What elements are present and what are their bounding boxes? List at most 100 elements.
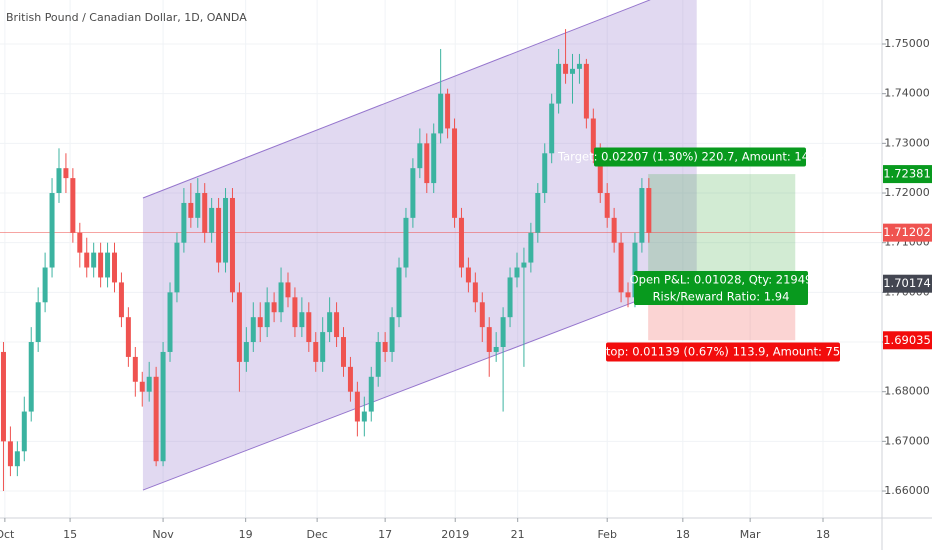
target-label: Target: 0.02207 (1.30%) 220.7, Amount: 1… <box>557 150 842 164</box>
candle-body <box>35 302 41 343</box>
candle-body <box>146 376 152 392</box>
candle-body <box>632 242 638 298</box>
candle-body <box>646 188 652 233</box>
target-zone <box>648 174 796 284</box>
channel-line <box>142 295 651 491</box>
candle-body <box>341 337 346 367</box>
candle-body <box>604 193 610 218</box>
y-tick-label: 1.67000 <box>884 434 930 447</box>
candle-body <box>590 118 596 154</box>
candle-body <box>223 197 229 263</box>
candle-body <box>368 376 374 412</box>
y-tick-label: 1.74000 <box>884 87 930 100</box>
last-price-label: 1.71202 <box>883 225 931 239</box>
candle-body <box>424 143 430 184</box>
candle-body <box>625 292 631 298</box>
candle-body <box>28 342 34 412</box>
candle-body <box>313 342 319 362</box>
candle-body <box>77 232 83 253</box>
candle-body <box>202 193 208 233</box>
x-tick-label: 15 <box>63 528 77 541</box>
entry-price-label-box <box>883 274 932 293</box>
x-tick-label: Feb <box>597 528 616 541</box>
y-tick-label: 1.72000 <box>884 186 930 199</box>
candle-body <box>576 63 582 69</box>
candle-body <box>63 168 69 179</box>
candle-body <box>500 317 506 347</box>
candle-body <box>49 193 55 268</box>
pnl-label: Open P&L: 0.01028, Qty: 21949 <box>630 273 813 287</box>
candle-body <box>396 267 402 318</box>
candle-body <box>167 292 173 352</box>
x-tick-label: Oct <box>0 528 15 541</box>
candle-body <box>521 262 527 268</box>
candle-body <box>306 312 312 343</box>
candle-body <box>132 356 138 382</box>
candle-body <box>431 133 437 184</box>
x-tick-label: 21 <box>511 528 525 541</box>
candle-body <box>70 178 76 233</box>
y-tick-label: 1.68000 <box>884 385 930 398</box>
candle-body <box>611 217 617 243</box>
candle-body <box>98 252 104 278</box>
candle-body <box>458 217 464 268</box>
candle-body <box>528 232 534 263</box>
channel-fill <box>142 0 697 491</box>
candle-body <box>271 302 277 313</box>
candle-body <box>556 63 562 104</box>
candle-body <box>243 342 249 362</box>
candle-body <box>354 391 360 422</box>
y-tick-label: 1.66000 <box>884 484 930 497</box>
candle-body <box>292 297 298 328</box>
candle-body <box>139 381 145 392</box>
candle-body <box>56 168 62 194</box>
candle-body <box>112 252 117 283</box>
candle-body <box>181 202 187 243</box>
x-tick-label: 19 <box>239 528 253 541</box>
candle-body <box>257 317 263 328</box>
last-price-label-box <box>883 223 932 242</box>
candle-body <box>125 317 131 357</box>
stop-price-label: 1.69035 <box>883 333 931 347</box>
candle-body <box>174 242 180 293</box>
candle-body <box>285 282 291 298</box>
candle-body <box>452 128 458 218</box>
candle-body <box>236 292 242 362</box>
stop-price-label-box <box>883 331 932 350</box>
candle-body <box>299 312 305 328</box>
candle-body <box>639 188 645 243</box>
stop-label: Stop: 0.01139 (0.67%) 113.9, Amount: 750 <box>599 345 848 359</box>
x-axis <box>0 518 882 550</box>
candle-body <box>334 312 340 338</box>
candle-body <box>465 267 471 283</box>
candle-body <box>445 93 451 129</box>
candle-body <box>410 168 416 218</box>
x-tick-label: Dec <box>306 528 327 541</box>
candle-body <box>597 153 603 194</box>
candle-body <box>479 302 485 328</box>
candle-body <box>84 252 90 268</box>
candle-body <box>105 252 111 278</box>
candle-body <box>14 451 20 467</box>
candle-body <box>347 366 353 392</box>
candle-body <box>160 351 166 462</box>
target-label-box <box>594 147 806 167</box>
x-tick-label: 17 <box>378 528 392 541</box>
candle-body <box>507 277 513 318</box>
entry-price-label: 1.70174 <box>883 276 931 290</box>
candle-body <box>216 207 222 263</box>
x-tick-label: Nov <box>152 528 174 541</box>
candle-body <box>417 143 423 169</box>
candle-body <box>153 376 159 462</box>
x-tick-label: 18 <box>676 528 690 541</box>
x-tick-label: 18 <box>816 528 830 541</box>
y-tick-label: 1.73000 <box>884 136 930 149</box>
candle-body <box>382 342 388 352</box>
candle-body <box>535 193 541 233</box>
candle-body <box>389 317 395 352</box>
candle-body <box>472 282 478 303</box>
candle-body <box>42 267 48 303</box>
candle-body <box>229 197 235 293</box>
